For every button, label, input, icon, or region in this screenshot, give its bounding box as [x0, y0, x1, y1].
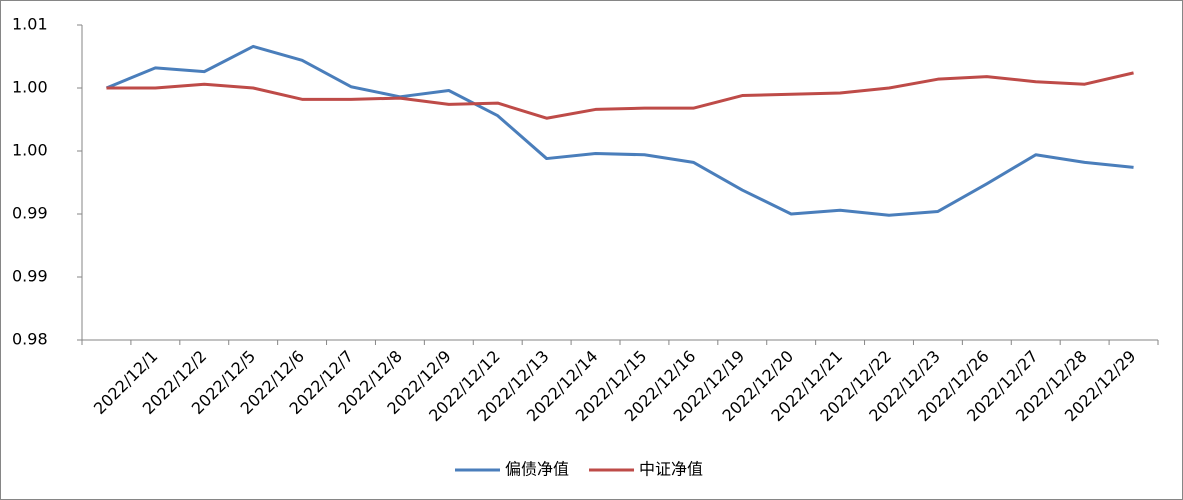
y-tick-label: 0.99: [12, 267, 48, 286]
line-series: [105, 44, 1134, 217]
y-tick-label: 1.00: [12, 141, 48, 160]
y-tick-label: 1.00: [12, 78, 48, 97]
line-series: [106, 71, 1134, 120]
y-tick-label: 0.98: [12, 330, 48, 349]
legend-label: 偏债净值: [505, 460, 569, 479]
y-tick-label: 1.01: [12, 15, 48, 34]
y-tick-label: 0.99: [12, 204, 48, 223]
legend-label: 中证净值: [639, 460, 703, 479]
